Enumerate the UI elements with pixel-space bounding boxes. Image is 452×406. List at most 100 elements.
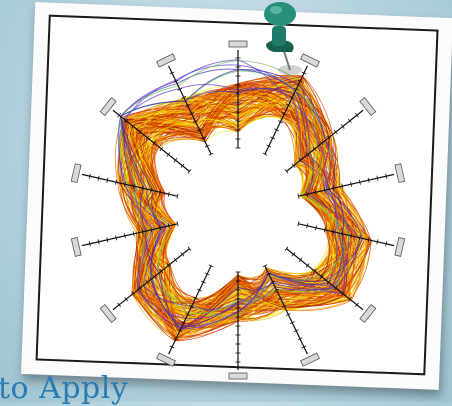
- axis-tick: [298, 257, 303, 263]
- axis-handle[interactable]: [359, 97, 377, 116]
- axis-tick: [297, 79, 303, 83]
- axis-line: [81, 173, 178, 197]
- axis-handle[interactable]: [394, 237, 406, 257]
- axis-tick: [274, 128, 280, 132]
- axis-handle[interactable]: [156, 352, 176, 367]
- axis-tick: [350, 181, 353, 187]
- axis-tick: [187, 169, 192, 174]
- axis-tick: [332, 229, 335, 235]
- axis-tick: [152, 141, 157, 146]
- axis-tick: [159, 268, 164, 274]
- axis-tick: [208, 264, 214, 268]
- axis-tick: [274, 288, 280, 292]
- axis-tick: [281, 304, 287, 308]
- axis-tick: [185, 104, 191, 107]
- axis-tick: [385, 173, 388, 179]
- axis-tick: [193, 120, 198, 124]
- axis-tick: [262, 152, 268, 156]
- axis-tick: [347, 118, 352, 124]
- axis-handle[interactable]: [99, 97, 117, 116]
- axis-handle[interactable]: [359, 304, 377, 323]
- axis-tick: [306, 191, 309, 197]
- axis-tick: [354, 113, 359, 118]
- axis-tick: [167, 223, 170, 229]
- axis-tick: [159, 146, 164, 152]
- axis-tick: [189, 304, 195, 308]
- axis-tick: [305, 152, 310, 157]
- axis-tick: [97, 175, 100, 181]
- axis-tick: [169, 71, 175, 75]
- axis-tick: [293, 329, 299, 333]
- axis-tick: [176, 193, 179, 199]
- data-line: [131, 83, 353, 311]
- axis-tick: [326, 280, 331, 285]
- axis-tick: [326, 135, 331, 140]
- axis-tick: [117, 113, 122, 118]
- axis-handle[interactable]: [70, 237, 82, 257]
- axis-tick: [132, 231, 135, 237]
- axis-tick: [173, 257, 178, 263]
- axis-tick: [196, 128, 202, 132]
- axis-tick: [278, 120, 283, 124]
- axis-tick: [177, 87, 183, 91]
- axis-tick: [159, 189, 161, 195]
- axis-tick: [333, 285, 338, 291]
- axis-tick: [358, 235, 361, 241]
- axis-handle[interactable]: [228, 372, 248, 380]
- axis-handle[interactable]: [70, 163, 82, 184]
- axis-tick: [367, 177, 370, 183]
- axis-tick: [131, 124, 136, 129]
- axis-tick: [145, 135, 150, 140]
- axis-tick: [284, 246, 289, 251]
- axis-tick: [301, 71, 307, 75]
- axis-handle[interactable]: [394, 163, 406, 184]
- axis-tick: [262, 264, 268, 268]
- axis-tick: [152, 274, 157, 279]
- axis-tick: [266, 144, 272, 148]
- axis-tick: [354, 302, 359, 307]
- axis-tick: [319, 141, 324, 146]
- axis-tick: [285, 104, 291, 107]
- axis-tick: [297, 337, 303, 341]
- axis-tick: [270, 280, 276, 284]
- axis-handle[interactable]: [300, 53, 320, 68]
- axis-tick: [367, 237, 370, 243]
- axis-tick: [106, 177, 109, 183]
- axis-tick: [315, 189, 317, 195]
- axis-handle[interactable]: [99, 304, 117, 323]
- axis-tick: [193, 296, 198, 300]
- axis-tick: [297, 221, 300, 227]
- caption-text: to Apply: [0, 371, 129, 406]
- axis-tick: [306, 223, 309, 229]
- axis-line: [298, 173, 395, 197]
- axis-tick: [145, 280, 150, 285]
- axis-tick: [124, 296, 129, 302]
- axis-tick: [173, 157, 178, 163]
- axis-handle[interactable]: [228, 40, 248, 48]
- axis-tick: [141, 185, 144, 191]
- axis-tick: [376, 239, 379, 245]
- axis-tick: [200, 280, 206, 284]
- axis-tick: [319, 274, 324, 279]
- axis-tick: [278, 296, 283, 300]
- axis-tick: [347, 296, 352, 302]
- axis-tick: [208, 152, 214, 156]
- axis-tick: [312, 146, 317, 152]
- axis-handle[interactable]: [300, 352, 320, 367]
- axis-tick: [181, 321, 187, 325]
- axis-tick: [176, 221, 179, 227]
- axis-tick: [350, 233, 353, 239]
- axis-tick: [173, 337, 179, 341]
- axis-tick: [266, 272, 272, 276]
- axis-tick: [166, 263, 171, 268]
- axis-tick: [159, 225, 161, 231]
- axis-handle[interactable]: [156, 53, 176, 68]
- axis-line: [264, 65, 308, 155]
- axis-tick: [189, 112, 195, 116]
- axis-tick: [333, 129, 338, 135]
- axis-tick: [115, 179, 118, 185]
- axis-tick: [138, 129, 143, 135]
- axis-tick: [270, 136, 276, 140]
- axis-tick: [341, 183, 344, 189]
- axis-tick: [177, 329, 183, 333]
